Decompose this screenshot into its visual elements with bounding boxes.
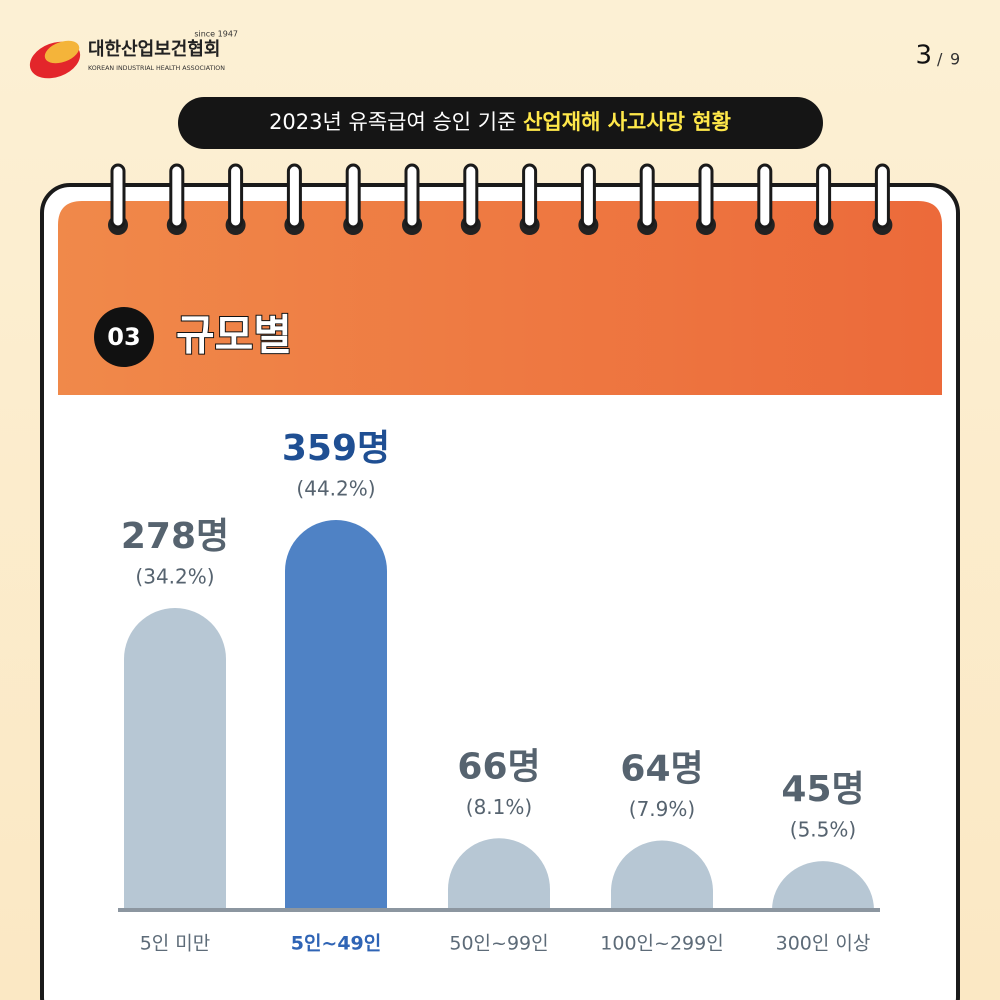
header-highlight: 산업재해 사고사망 현황 bbox=[523, 110, 731, 134]
bar bbox=[611, 840, 713, 910]
bar bbox=[448, 838, 550, 910]
logo-mark-accent bbox=[44, 40, 80, 64]
bar bbox=[124, 607, 226, 910]
share-label: (8.1%) bbox=[466, 795, 532, 819]
logo-name: 대한산업보건협회 bbox=[88, 38, 220, 60]
page-separator: / bbox=[937, 50, 943, 69]
ring bbox=[580, 163, 596, 229]
section-title: 규모별 bbox=[176, 311, 292, 360]
category-label: 50인~99인 bbox=[449, 933, 548, 955]
ring bbox=[169, 163, 185, 229]
page-current: 3 bbox=[915, 41, 932, 71]
logo-english: KOREAN INDUSTRIAL HEALTH ASSOCIATION bbox=[88, 65, 225, 72]
section-badge bbox=[94, 307, 154, 367]
page-total: 9 bbox=[950, 50, 960, 69]
category-label: 300인 이상 bbox=[776, 933, 871, 955]
ring bbox=[757, 163, 773, 229]
value-label: 45명 bbox=[781, 769, 864, 810]
value-label: 64명 bbox=[620, 748, 703, 789]
ring bbox=[698, 163, 714, 229]
share-label: (5.5%) bbox=[790, 818, 856, 842]
category-label: 5인 미만 bbox=[140, 933, 211, 955]
header-title: 2023년 유족급여 승인 기준 산업재해 사고사망 현황 bbox=[269, 110, 731, 134]
ring bbox=[345, 163, 361, 229]
ring bbox=[110, 163, 126, 229]
value-label: 278명 bbox=[121, 516, 229, 557]
category-label: 100인~299인 bbox=[600, 933, 723, 955]
category-label: 5인~49인 bbox=[291, 933, 382, 955]
logo-since: since 1947 bbox=[194, 30, 238, 39]
ring bbox=[404, 163, 420, 229]
value-label: 359명 bbox=[282, 428, 390, 469]
ring bbox=[874, 163, 890, 229]
bar bbox=[285, 520, 387, 910]
ring bbox=[286, 163, 302, 229]
ring bbox=[816, 163, 832, 229]
ring bbox=[463, 163, 479, 229]
share-label: (44.2%) bbox=[296, 477, 375, 501]
ring bbox=[522, 163, 538, 229]
bar-chart: 278명 (34.2%) 5인 미만 359명 (44.2%) 5인~49인 66명 (8.1… bbox=[118, 428, 880, 955]
bar bbox=[772, 861, 874, 910]
ring bbox=[639, 163, 655, 229]
ring bbox=[228, 163, 244, 229]
value-label: 66명 bbox=[457, 746, 540, 787]
section-number: 03 bbox=[107, 323, 140, 351]
share-label: (7.9%) bbox=[629, 797, 695, 821]
header-pill bbox=[178, 97, 823, 149]
share-label: (34.2%) bbox=[135, 564, 214, 588]
rings bbox=[108, 163, 893, 235]
header-text: 2023년 유족급여 승인 기준 bbox=[269, 110, 516, 134]
calendar-header bbox=[58, 201, 942, 395]
logo: 대한산업보건협회 since 1947 KOREAN INDUSTRIAL HE… bbox=[29, 30, 238, 79]
